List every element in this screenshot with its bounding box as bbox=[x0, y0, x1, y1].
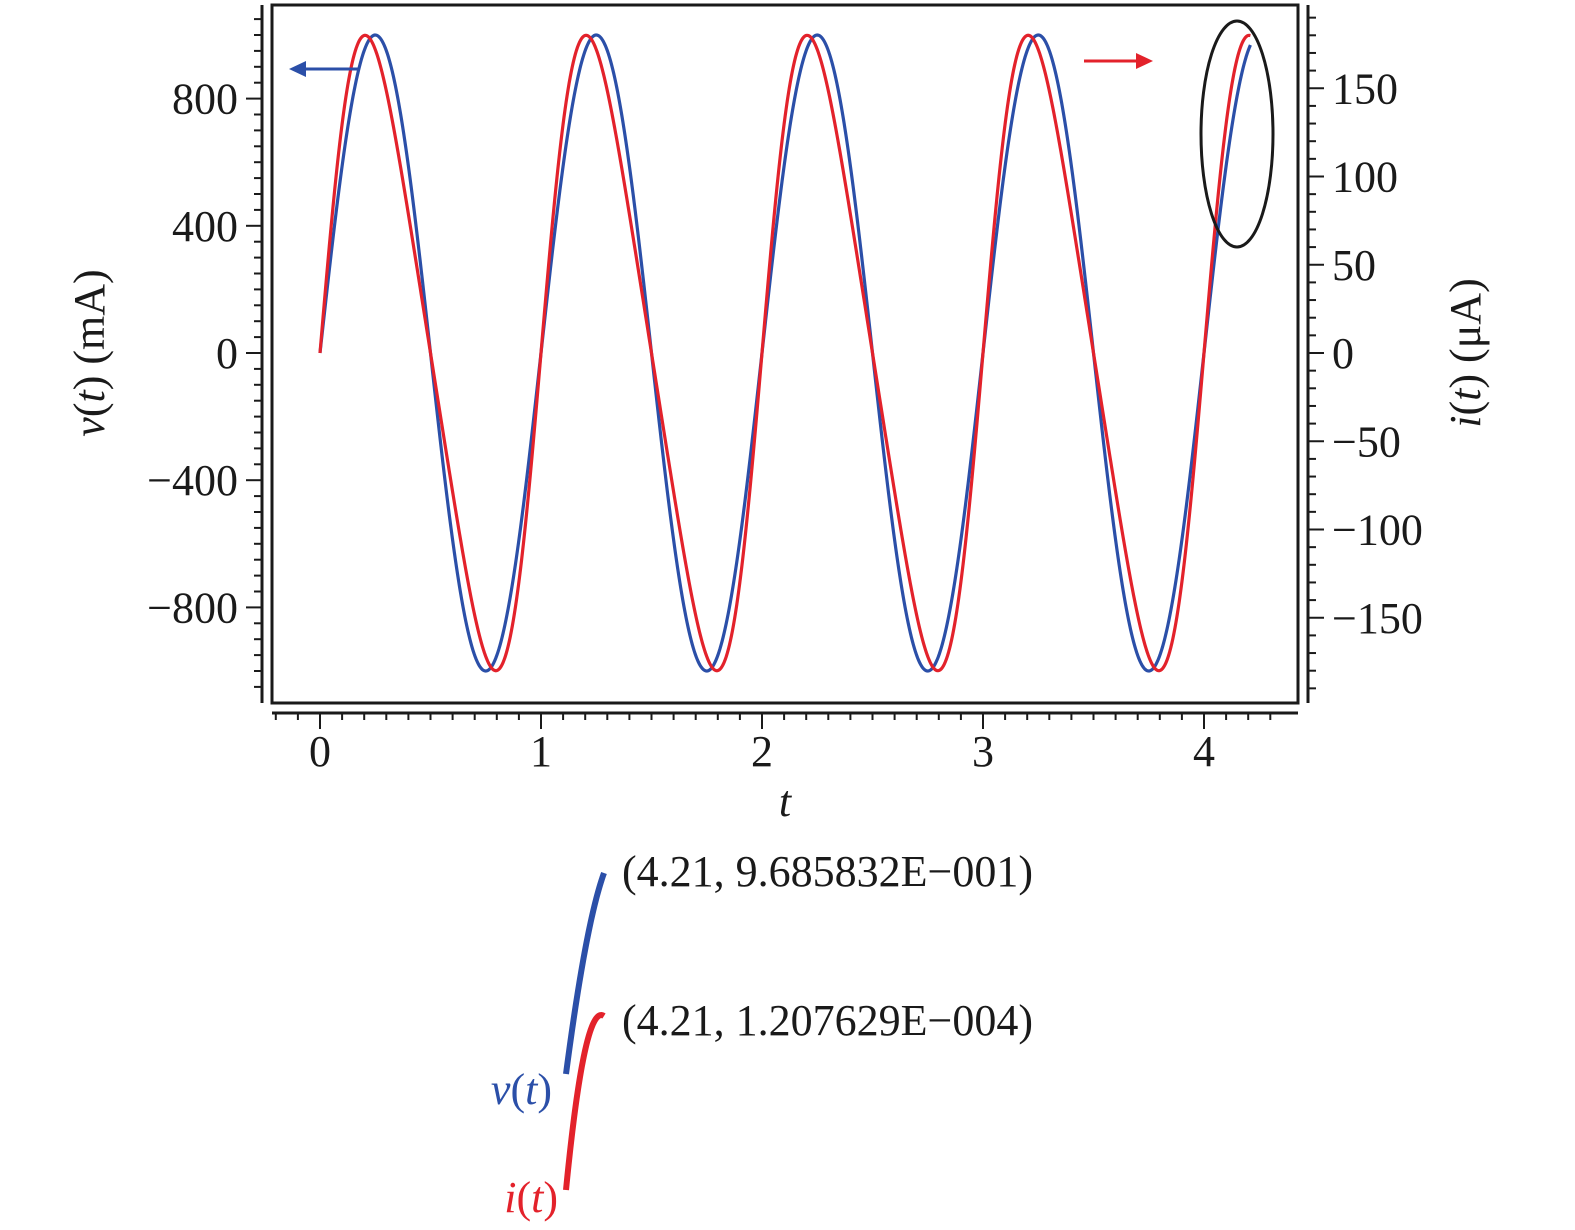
left-tick-label: 400 bbox=[172, 202, 238, 251]
left-axis-arrowhead bbox=[289, 61, 306, 77]
right-tick-label: 0 bbox=[1332, 329, 1354, 378]
inset-v-segment bbox=[563, 871, 607, 1075]
overlay-annotations bbox=[289, 19, 1275, 249]
series-line-v bbox=[318, 33, 1252, 673]
right-axis-arrowhead bbox=[1136, 53, 1153, 69]
right-tick-label: −150 bbox=[1332, 594, 1423, 643]
x-axis-title: t bbox=[779, 777, 793, 826]
x-tick-label: 4 bbox=[1193, 727, 1215, 776]
x-tick-label: 0 bbox=[309, 727, 331, 776]
right-tick-label: −50 bbox=[1332, 417, 1401, 466]
zoom-inset: (4.21, 9.685832E−001) (4.21, 1.207629E−00… bbox=[491, 847, 1033, 1222]
end-value-i: (4.21, 1.207629E−004) bbox=[622, 996, 1033, 1045]
right-tick-label: 50 bbox=[1332, 241, 1376, 290]
left-tick-label: −400 bbox=[147, 456, 238, 505]
inset-label-v: v(t) bbox=[491, 1065, 552, 1114]
left-y-axis: 800 400 0 −400 −800 v(t) (mA) bbox=[65, 5, 264, 703]
left-axis-title: v(t) (mA) bbox=[65, 269, 114, 436]
end-value-v: (4.21, 9.685832E−001) bbox=[622, 847, 1033, 896]
right-y-axis: 150 100 50 0 −50 −100 −150 i(t) (μA) bbox=[1306, 5, 1490, 703]
x-axis: 0 1 2 3 4 t bbox=[272, 711, 1298, 826]
left-tick-label: 0 bbox=[216, 329, 238, 378]
plot-frame bbox=[270, 3, 1300, 705]
right-tick-label: −100 bbox=[1332, 506, 1423, 555]
x-tick-label: 2 bbox=[751, 727, 773, 776]
right-tick-label: 100 bbox=[1332, 153, 1398, 202]
left-tick-label: 800 bbox=[172, 75, 238, 124]
right-axis-title: i(t) (μA) bbox=[1441, 278, 1490, 427]
highlight-ellipse bbox=[1199, 19, 1275, 249]
right-tick-label: 150 bbox=[1332, 64, 1398, 113]
inset-label-i: i(t) bbox=[504, 1173, 558, 1222]
series-line-i bbox=[318, 33, 1251, 673]
inset-i-segment bbox=[563, 1012, 606, 1191]
x-tick-label: 3 bbox=[972, 727, 994, 776]
left-tick-label: −800 bbox=[147, 583, 238, 632]
x-tick-label: 1 bbox=[530, 727, 552, 776]
